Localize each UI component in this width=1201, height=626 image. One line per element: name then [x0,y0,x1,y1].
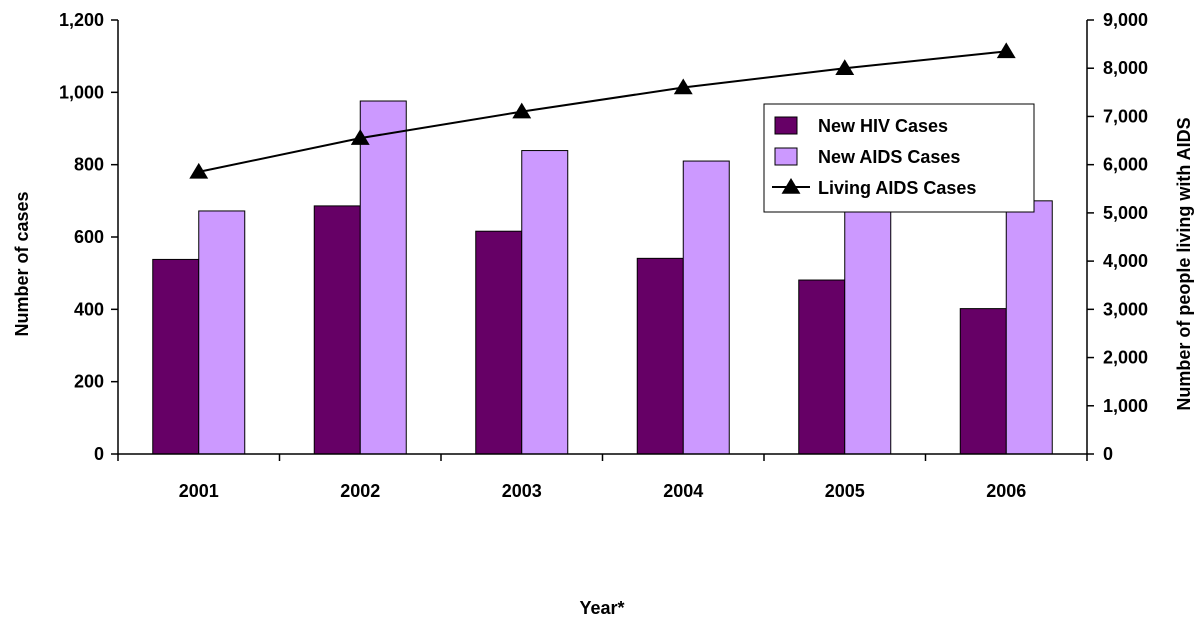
y2-tick-label: 5,000 [1103,203,1148,223]
legend-swatch [774,147,798,166]
y-tick-label: 1,200 [59,10,104,30]
x-axis-title: Year* [579,598,624,618]
x-tick-label: 2001 [179,481,219,501]
bar-new-hiv-cases-2001 [152,258,200,455]
line-living-aids-cases [198,50,1007,173]
point-2003 [512,102,532,119]
y2-axis-title: Number of people living with AIDS [1174,117,1194,410]
legend-box [763,103,1035,213]
bar-new-aids-cases-2006 [1005,200,1053,455]
point-2002 [350,129,370,145]
y2-tick-label: 2,000 [1103,348,1148,368]
bar-new-hiv-cases-2004 [636,257,684,455]
bar-new-hiv-cases-2002 [313,205,361,455]
bar-new-hiv-cases-2005 [798,279,846,455]
legend-swatch-marker [781,178,801,194]
bar-new-hiv-cases-2003 [475,230,523,455]
legend-swatch [774,116,798,135]
legend-label: New AIDS Cases [818,147,960,167]
point-2006 [996,42,1016,59]
legend: New HIV Cases New AIDS Cases Living AIDS C… [763,103,1035,213]
y-axis-title: Number of cases [12,191,32,336]
y-tick-label: 0 [94,444,104,464]
bar-new-aids-cases-2004 [682,160,730,455]
bar-new-aids-cases-2002 [359,100,407,455]
y2-tick-label: 4,000 [1103,251,1148,271]
y-tick-label: 200 [74,372,104,392]
bar-new-aids-cases-2003 [521,150,569,455]
y2-tick-label: 0 [1103,444,1113,464]
legend-label: New HIV Cases [818,116,948,136]
y2-tick-label: 8,000 [1103,58,1148,78]
y-tick-label: 600 [74,227,104,247]
y2-tick-label: 3,000 [1103,299,1148,319]
point-2004 [673,78,693,95]
y2-tick-label: 1,000 [1103,396,1148,416]
bar-new-hiv-cases-2006 [959,308,1007,455]
point-2005 [835,59,855,75]
y-tick-label: 800 [74,155,104,175]
y2-tick-label: 9,000 [1103,10,1148,30]
point-2001 [189,162,209,179]
y2-tick-label: 6,000 [1103,155,1148,175]
y-tick-label: 400 [74,299,104,319]
y2-tick-label: 7,000 [1103,106,1148,126]
x-tick-label: 2004 [663,481,703,501]
y-tick-label: 1,000 [59,82,104,102]
x-tick-label: 2005 [825,481,865,501]
bar-new-aids-cases-2001 [198,210,246,455]
x-tick-label: 2003 [502,481,542,501]
legend-label: Living AIDS Cases [818,178,976,198]
x-tick-label: 2006 [986,481,1026,501]
bar-new-aids-cases-2005 [844,208,892,455]
x-tick-label: 2002 [340,481,380,501]
